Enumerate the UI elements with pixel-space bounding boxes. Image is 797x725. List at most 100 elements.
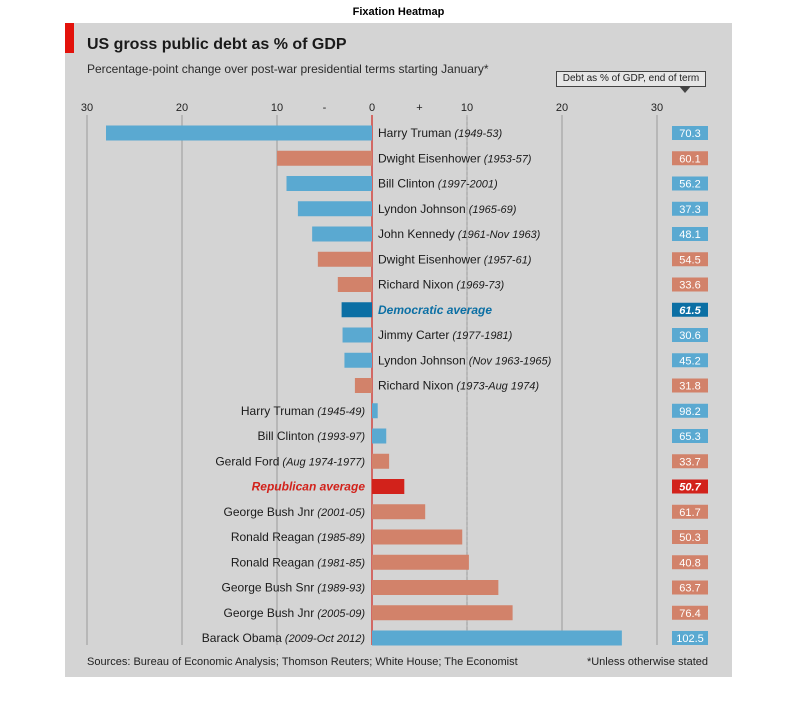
x-tick-label: +: [416, 102, 422, 114]
bar: [372, 580, 499, 595]
chart-subtitle: Percentage-point change over post-war pr…: [87, 62, 489, 76]
x-tick-label: 30: [81, 102, 93, 114]
source-note: Sources: Bureau of Economic Analysis; Th…: [87, 656, 518, 668]
debt-badge: [672, 479, 708, 494]
president-name: George Bush Jnr: [224, 505, 315, 519]
debt-value: 50.3: [679, 532, 700, 544]
bar: [372, 504, 426, 520]
debt-badge: [672, 176, 708, 191]
brand-tab: [65, 23, 74, 53]
bar-label: John Kennedy (1961-Nov 1963): [378, 227, 541, 241]
term-period: (1997-2001): [435, 179, 498, 191]
president-name: Lyndon Johnson: [378, 202, 466, 216]
debt-badge: [672, 530, 708, 544]
president-name: John Kennedy: [378, 227, 455, 241]
debt-badge: [672, 126, 708, 140]
debt-value: 61.5: [679, 305, 701, 317]
x-tick-label: 30: [651, 102, 663, 114]
x-tick-label: 20: [556, 102, 568, 114]
president-name: George Bush Snr: [222, 581, 315, 595]
bar: [372, 403, 378, 419]
president-name: Lyndon Johnson: [378, 353, 466, 367]
bar-label: Dwight Eisenhower (1957-61): [378, 252, 532, 266]
term-period: (2001-05): [314, 507, 365, 519]
term-period: (2005-09): [314, 608, 365, 620]
bar: [372, 529, 463, 545]
x-tick-label: -: [323, 102, 327, 114]
debt-badge: [672, 252, 708, 267]
debt-badge: [672, 605, 708, 620]
bar-label: Ronald Reagan (1985-89): [231, 530, 365, 544]
x-tick-label: 20: [176, 102, 188, 114]
debt-value: 61.7: [679, 507, 700, 519]
bar: [372, 453, 390, 469]
bar-label: Lyndon Johnson (1965-69): [378, 202, 517, 216]
bar-label: Jimmy Carter (1977-1981): [378, 328, 513, 342]
debt-value: 76.4: [679, 608, 700, 620]
debt-value: 98.2: [679, 406, 700, 418]
debt-value: 31.8: [679, 381, 700, 393]
bar: [342, 327, 372, 343]
term-period: (1965-69): [466, 204, 517, 216]
debt-badge: [672, 353, 708, 368]
term-period: (Aug 1974-1977): [279, 456, 365, 468]
term-period: (1961-Nov 1963): [455, 229, 541, 241]
president-name: Richard Nixon: [378, 379, 453, 393]
debt-header-pointer: [679, 86, 691, 93]
debt-badge: [672, 631, 708, 645]
footnote: *Unless otherwise stated: [586, 656, 708, 668]
debt-value: 33.6: [679, 280, 700, 292]
debt-value: 65.3: [679, 431, 700, 443]
debt-column-header: Debt as % of GDP, end of term: [556, 71, 706, 87]
bar: [297, 201, 372, 217]
bar: [277, 150, 372, 166]
term-period: (Nov 1963-1965): [466, 355, 552, 367]
term-period: (1993-97): [314, 431, 365, 443]
term-period: (1969-73): [453, 280, 504, 292]
president-name: Republican average: [252, 480, 366, 494]
bar-label: Republican average: [252, 480, 366, 494]
debt-badge: [672, 504, 708, 519]
bar: [372, 605, 513, 621]
term-period: (1989-93): [314, 583, 365, 595]
term-period: (2009-Oct 2012): [282, 633, 365, 645]
bar-label: George Bush Snr (1989-93): [222, 581, 366, 595]
debt-value: 30.6: [679, 330, 700, 342]
bar-label: George Bush Jnr (2001-05): [224, 505, 366, 519]
bar-label: Bill Clinton (1993-97): [258, 429, 366, 443]
president-name: Dwight Eisenhower: [378, 151, 481, 165]
debt-value: 50.7: [679, 482, 701, 494]
term-period: (1949-53): [451, 128, 502, 140]
bar-label: Lyndon Johnson (Nov 1963-1965): [378, 353, 552, 367]
president-name: Harry Truman: [378, 126, 451, 140]
bar-label: Richard Nixon (1969-73): [378, 278, 504, 292]
term-period: (1981-85): [314, 557, 365, 569]
bar-label: Richard Nixon (1973-Aug 1974): [378, 379, 539, 393]
president-name: Bill Clinton: [378, 177, 435, 191]
bar: [372, 554, 469, 570]
debt-badge: [672, 403, 708, 418]
debt-value: 45.2: [679, 355, 700, 367]
bar-label: Harry Truman (1949-53): [378, 126, 502, 140]
president-name: Dwight Eisenhower: [378, 252, 481, 266]
bar: [106, 125, 372, 141]
bar-label: Barack Obama (2009-Oct 2012): [202, 631, 366, 645]
x-tick-label: 10: [461, 102, 473, 114]
debt-badge: [672, 227, 708, 241]
president-name: Gerald Ford: [215, 454, 279, 468]
debt-value: 60.1: [679, 153, 700, 165]
figure-title: Fixation Heatmap: [352, 6, 445, 18]
president-name: Jimmy Carter: [378, 328, 449, 342]
debt-badge: [672, 454, 708, 469]
president-name: Ronald Reagan: [231, 530, 314, 544]
debt-badge: [672, 429, 708, 443]
debt-value: 54.5: [679, 254, 700, 266]
bar-label: George Bush Jnr (2005-09): [224, 606, 366, 620]
bar: [341, 302, 372, 318]
debt-badge: [672, 302, 708, 317]
debt-badge: [672, 580, 708, 595]
bar: [372, 428, 387, 444]
term-period: (1977-1981): [449, 330, 512, 342]
debt-badge: [672, 378, 708, 393]
president-name: Richard Nixon: [378, 278, 453, 292]
